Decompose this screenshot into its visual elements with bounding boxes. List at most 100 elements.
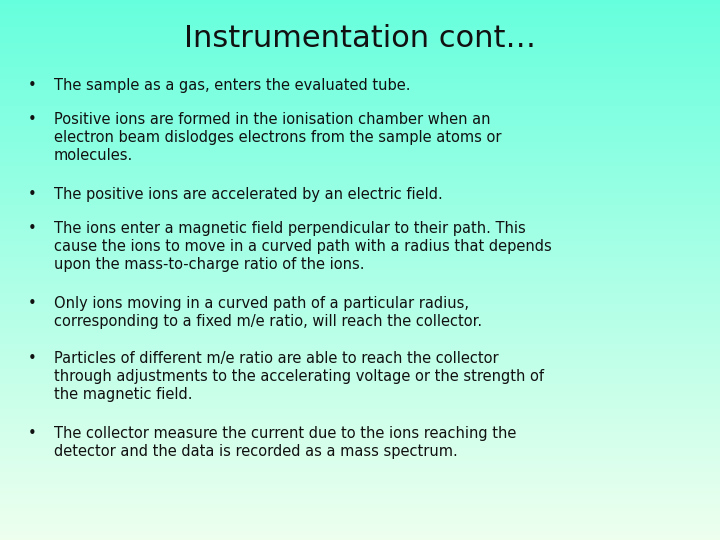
Bar bbox=[0, 455, 720, 457]
Bar bbox=[0, 263, 720, 265]
Bar bbox=[0, 85, 720, 86]
Bar bbox=[0, 520, 720, 522]
Bar bbox=[0, 475, 720, 477]
Bar bbox=[0, 158, 720, 160]
Bar bbox=[0, 518, 720, 520]
Bar bbox=[0, 333, 720, 335]
Bar bbox=[0, 383, 720, 385]
Bar bbox=[0, 347, 720, 349]
Bar bbox=[0, 509, 720, 511]
Bar bbox=[0, 234, 720, 236]
Bar bbox=[0, 533, 720, 535]
Bar bbox=[0, 174, 720, 177]
Bar bbox=[0, 239, 720, 241]
Bar bbox=[0, 162, 720, 164]
Bar bbox=[0, 279, 720, 281]
Bar bbox=[0, 304, 720, 306]
Bar bbox=[0, 452, 720, 454]
Bar bbox=[0, 522, 720, 524]
Bar bbox=[0, 490, 720, 491]
Bar bbox=[0, 205, 720, 207]
Text: •: • bbox=[28, 426, 37, 441]
Bar bbox=[0, 139, 720, 140]
Bar bbox=[0, 140, 720, 142]
Bar bbox=[0, 309, 720, 312]
Bar bbox=[0, 390, 720, 393]
Bar bbox=[0, 285, 720, 286]
Bar bbox=[0, 7, 720, 9]
Bar bbox=[0, 410, 720, 412]
Text: •: • bbox=[28, 78, 37, 93]
Bar bbox=[0, 225, 720, 227]
Bar bbox=[0, 351, 720, 353]
Bar bbox=[0, 238, 720, 239]
Bar bbox=[0, 153, 720, 155]
Bar bbox=[0, 293, 720, 295]
Bar bbox=[0, 126, 720, 128]
Bar bbox=[0, 5, 720, 7]
Bar bbox=[0, 369, 720, 371]
Bar bbox=[0, 412, 720, 414]
Bar bbox=[0, 302, 720, 304]
Bar bbox=[0, 189, 720, 191]
Bar bbox=[0, 79, 720, 81]
Bar bbox=[0, 108, 720, 110]
Bar bbox=[0, 405, 720, 407]
Bar bbox=[0, 434, 720, 436]
Bar bbox=[0, 207, 720, 209]
Bar bbox=[0, 135, 720, 137]
Bar bbox=[0, 212, 720, 214]
Bar bbox=[0, 144, 720, 146]
Bar bbox=[0, 214, 720, 216]
Bar bbox=[0, 201, 720, 204]
Bar bbox=[0, 398, 720, 400]
Bar bbox=[0, 50, 720, 52]
Bar bbox=[0, 96, 720, 97]
Bar bbox=[0, 448, 720, 450]
Bar bbox=[0, 482, 720, 484]
Bar bbox=[0, 99, 720, 101]
Bar bbox=[0, 502, 720, 504]
Bar bbox=[0, 270, 720, 272]
Bar bbox=[0, 358, 720, 360]
Bar bbox=[0, 301, 720, 302]
Bar bbox=[0, 324, 720, 326]
Text: The positive ions are accelerated by an electric field.: The positive ions are accelerated by an … bbox=[54, 187, 443, 202]
Bar bbox=[0, 470, 720, 471]
Bar bbox=[0, 211, 720, 212]
Bar bbox=[0, 180, 720, 182]
Text: Only ions moving in a curved path of a particular radius,
corresponding to a fix: Only ions moving in a curved path of a p… bbox=[54, 296, 482, 329]
Bar bbox=[0, 275, 720, 277]
Bar bbox=[0, 317, 720, 319]
Bar bbox=[0, 389, 720, 390]
Bar bbox=[0, 444, 720, 447]
Bar bbox=[0, 498, 720, 501]
Bar bbox=[0, 52, 720, 54]
Bar bbox=[0, 243, 720, 245]
Bar bbox=[0, 182, 720, 184]
Bar bbox=[0, 457, 720, 459]
Bar bbox=[0, 258, 720, 259]
Bar bbox=[0, 430, 720, 432]
Bar bbox=[0, 493, 720, 495]
Bar bbox=[0, 63, 720, 65]
Bar bbox=[0, 447, 720, 448]
Bar bbox=[0, 322, 720, 324]
Bar bbox=[0, 193, 720, 194]
Bar bbox=[0, 216, 720, 218]
Bar bbox=[0, 90, 720, 92]
Bar bbox=[0, 151, 720, 153]
Bar bbox=[0, 2, 720, 4]
Bar bbox=[0, 49, 720, 50]
Bar bbox=[0, 420, 720, 421]
Bar bbox=[0, 247, 720, 248]
Bar bbox=[0, 220, 720, 221]
Bar bbox=[0, 56, 720, 58]
Bar bbox=[0, 11, 720, 12]
Bar bbox=[0, 110, 720, 112]
Bar bbox=[0, 393, 720, 394]
Bar bbox=[0, 461, 720, 463]
Bar bbox=[0, 22, 720, 23]
Bar bbox=[0, 376, 720, 378]
Bar bbox=[0, 166, 720, 167]
